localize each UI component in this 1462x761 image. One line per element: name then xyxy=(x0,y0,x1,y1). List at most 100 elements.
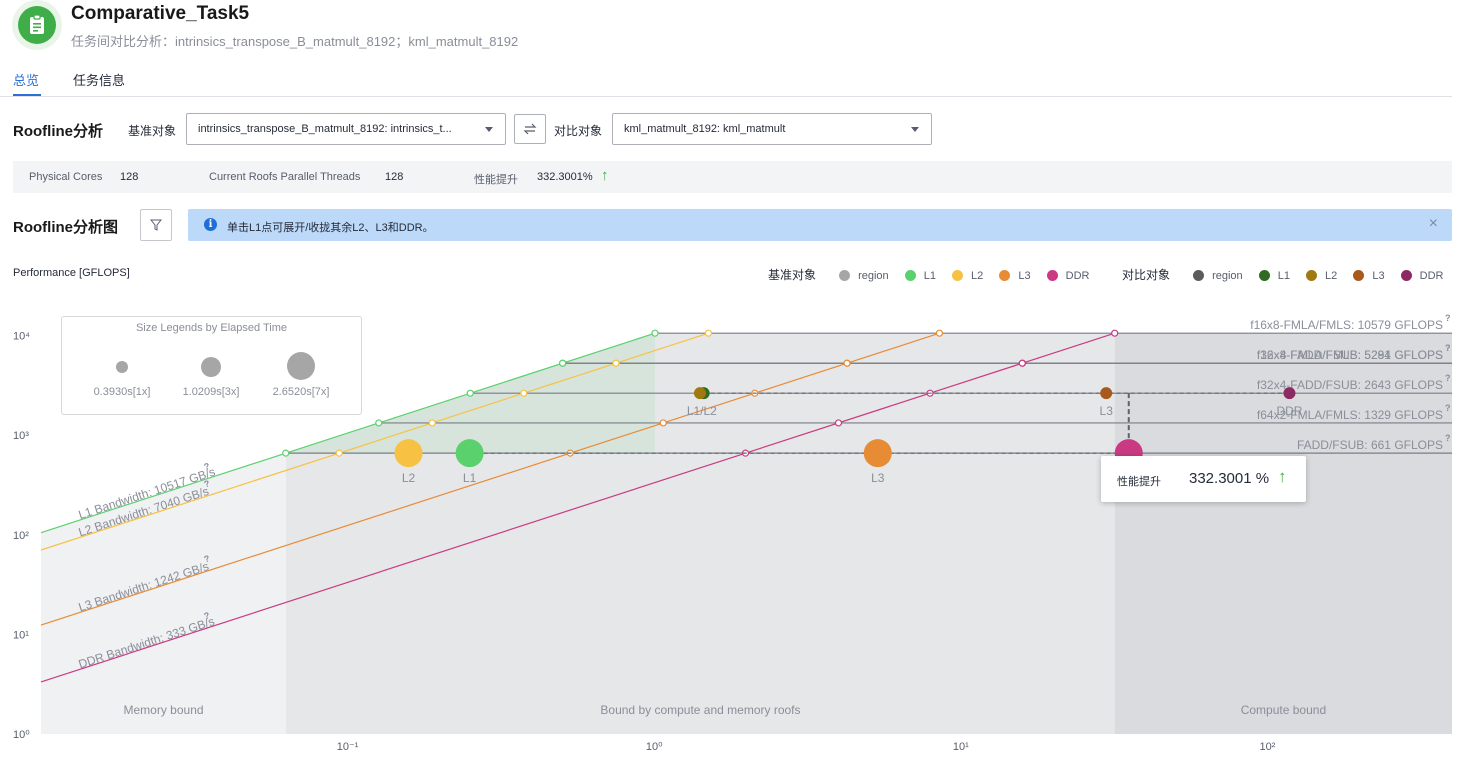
y-tick-label: 10¹ xyxy=(13,629,29,641)
point-label: L1 xyxy=(463,471,477,485)
roof-intersection-marker xyxy=(704,329,713,337)
compare-point-ddr[interactable] xyxy=(1283,387,1296,400)
size-legend: Size Legends by Elapsed Time 0.3930s[1x]… xyxy=(61,316,362,415)
roof-intersection-marker xyxy=(659,419,667,427)
page-header: Comparative_Task5 任务间对比分析：intrinsics_tra… xyxy=(0,0,1462,56)
tab-bar: 总览 任务信息 xyxy=(0,66,1452,97)
y-tick-label: 10³ xyxy=(13,430,29,442)
compare-select-value: kml_matmult_8192: kml_matmult xyxy=(624,123,786,135)
info-icon: i xyxy=(204,218,217,231)
page-title: Comparative_Task5 xyxy=(71,3,250,24)
roof-intersection-marker xyxy=(843,359,851,367)
help-icon: ? xyxy=(1445,373,1451,383)
compute-roof-label: f64x2-FMLA/FMLS: 1329 GFLOPS xyxy=(1257,408,1443,422)
compute-roof-label: FADD/FSUB: 661 GFLOPS xyxy=(1297,438,1443,452)
help-icon: ? xyxy=(203,610,211,621)
compare-select[interactable]: kml_matmult_8192: kml_matmult xyxy=(612,113,932,145)
roof-intersection-marker xyxy=(558,359,567,367)
y-tick-label: 10² xyxy=(13,530,29,542)
roofline-section-title: Roofline分析 xyxy=(13,123,103,140)
roof-intersection-marker xyxy=(935,329,944,337)
baseline-legend: 基准对象 region L1 L2 L3 DDR xyxy=(768,266,1090,283)
info-banner: i 单击L1点可展开/收拢其余L2、L3和DDR。 × xyxy=(188,209,1452,241)
filter-button[interactable] xyxy=(140,209,172,241)
improve-label: 性能提升 xyxy=(474,174,518,186)
x-tick-label: 10⁻¹ xyxy=(337,741,359,753)
compute-roof-label: f32x4-FMLA/FMLS: 5284 GFLOPS xyxy=(1257,348,1443,362)
chevron-down-icon xyxy=(911,127,919,132)
improvement-tooltip: 性能提升 332.3001 % ↑ xyxy=(1101,456,1306,502)
point-label: L1/L2 xyxy=(687,404,717,418)
region-label: Memory bound xyxy=(124,703,204,717)
x-tick-label: 10⁰ xyxy=(646,741,663,753)
memory-roof-l1 xyxy=(40,332,656,534)
baseline-select-value: intrinsics_transpose_B_matmult_8192: int… xyxy=(198,123,452,135)
baseline-legend-title: 基准对象 xyxy=(768,268,817,282)
roof-intersection-marker xyxy=(282,449,290,457)
legend-item-compare-l3[interactable]: L3 xyxy=(1353,270,1385,282)
tab-overview[interactable]: 总览 xyxy=(13,73,40,88)
arrow-up-icon: ↑ xyxy=(1278,467,1287,486)
roof-intersection-marker xyxy=(834,419,843,427)
legend-item-baseline-ddr[interactable]: DDR xyxy=(1046,270,1090,282)
help-icon: ? xyxy=(1445,433,1451,443)
baseline-select[interactable]: intrinsics_transpose_B_matmult_8192: int… xyxy=(186,113,506,145)
y-axis-title: Performance [GFLOPS] xyxy=(13,267,130,279)
baseline-point-l1[interactable] xyxy=(455,439,484,468)
tooltip-value: 332.3001 % xyxy=(1189,470,1270,487)
y-tick-label: 10⁰ xyxy=(13,729,30,741)
physical-cores-value: 128 xyxy=(120,171,139,183)
page-subtitle: 任务间对比分析：intrinsics_transpose_B_matmult_8… xyxy=(71,34,519,49)
compare-legend: 对比对象 region L1 L2 L3 DDR xyxy=(1122,266,1444,283)
compute-roof-label: f16x8-FADD/FSUB: 5291 GFLOPS xyxy=(1257,348,1443,362)
baseline-point-l3[interactable] xyxy=(863,439,892,468)
clipboard-icon xyxy=(30,14,44,34)
compare-point-l2[interactable] xyxy=(693,387,706,400)
compare-legend-title: 对比对象 xyxy=(1122,268,1171,282)
task-logo xyxy=(12,0,62,50)
y-tick-label: 10⁴ xyxy=(13,331,30,343)
active-tab-indicator xyxy=(13,94,41,96)
legend-item-baseline-l3[interactable]: L3 xyxy=(999,270,1031,282)
legend-item-baseline-region[interactable]: region xyxy=(839,270,889,282)
baseline-point-l2[interactable] xyxy=(394,439,423,468)
improve-value: 332.3001% xyxy=(537,171,593,183)
memory-roof-l3 xyxy=(40,332,940,626)
info-text: 单击L1点可展开/收拢其余L2、L3和DDR。 xyxy=(227,222,434,234)
x-tick-label: 10¹ xyxy=(953,741,969,753)
legend-item-baseline-l2[interactable]: L2 xyxy=(952,270,983,282)
help-icon: ? xyxy=(203,461,211,472)
baseline-label: 基准对象 xyxy=(128,124,177,138)
size-legend-label-small: 0.3930s[1x] xyxy=(93,386,151,398)
help-icon: ? xyxy=(1445,313,1451,323)
legend-item-compare-l2[interactable]: L2 xyxy=(1306,270,1337,282)
tooltip-label: 性能提升 xyxy=(1117,476,1161,488)
legend-item-baseline-l1[interactable]: L1 xyxy=(904,270,936,282)
memory-roof-l2 xyxy=(40,332,709,551)
compare-point-l3[interactable] xyxy=(1100,387,1113,400)
help-icon: ? xyxy=(1445,343,1451,353)
help-icon: ? xyxy=(203,553,211,564)
swap-icon xyxy=(523,123,537,135)
roof-intersection-marker xyxy=(428,419,436,427)
region-compute-bound xyxy=(1114,296,1452,734)
help-icon: ? xyxy=(1445,343,1451,353)
roof-intersection-marker xyxy=(1111,329,1119,337)
tab-task-info[interactable]: 任务信息 xyxy=(73,73,126,88)
size-legend-dot-large xyxy=(287,352,315,380)
point-label: DDR xyxy=(1276,404,1302,418)
legend-item-compare-region[interactable]: region xyxy=(1193,270,1243,282)
legend-item-compare-ddr[interactable]: DDR xyxy=(1400,270,1444,282)
physical-cores-label: Physical Cores xyxy=(29,171,103,183)
roof-intersection-marker xyxy=(375,419,383,427)
close-icon[interactable]: × xyxy=(1428,215,1438,232)
point-label: L2 xyxy=(402,471,416,485)
legend-item-compare-l1[interactable]: L1 xyxy=(1258,270,1290,282)
size-legend-label-medium: 1.0209s[3x] xyxy=(182,386,240,398)
point-label: L3 xyxy=(871,471,885,485)
roof-intersection-marker xyxy=(466,389,474,397)
threads-value: 128 xyxy=(385,171,404,183)
stats-bar: Physical Cores 128 Current Roofs Paralle… xyxy=(13,161,1452,193)
swap-button[interactable] xyxy=(514,114,546,144)
chevron-down-icon xyxy=(485,127,493,132)
